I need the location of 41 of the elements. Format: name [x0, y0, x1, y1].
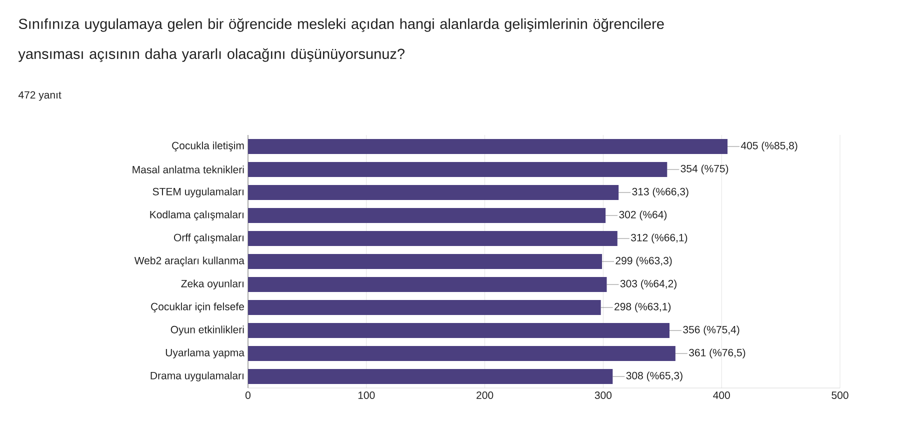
data-label: 312 (%66,1) [631, 234, 688, 244]
data-label: 302 (%64) [619, 210, 667, 220]
y-tick-label: Çocuklar için felsefe [151, 302, 244, 312]
bar [248, 323, 670, 338]
y-tick-label: Orff çalışmaları [174, 234, 244, 244]
chart-title: Sınıfınıza uygulamaya gelen bir öğrencide mesleki açıdan hangi alanlarda gelişimlerinin öğrencilere yansıması açısının daha yararlı olacağını düşünüyorsunuz? [18, 18, 664, 62]
data-label: 308 (%65,3) [626, 372, 682, 382]
bar [248, 185, 619, 200]
bar [248, 254, 602, 270]
y-tick-label: Kodlama çalışmaları [150, 210, 244, 220]
y-tick-label: STEM uygulamaları [152, 188, 244, 198]
bar [248, 300, 601, 316]
x-tick-label: 500 [832, 392, 848, 399]
bar [248, 277, 607, 292]
bar [248, 346, 676, 362]
bar [248, 231, 618, 246]
data-label: 303 (%64,2) [620, 280, 676, 290]
y-tick-label: Uyarlama yapma [166, 348, 244, 358]
y-tick-label: Çocukla iletişim [172, 142, 244, 152]
data-label: 313 (%66,3) [632, 188, 688, 198]
data-label: 405 (%85,8) [740, 142, 798, 152]
y-tick-label: Web2 araçları kullanma [134, 256, 244, 266]
bar [248, 139, 728, 154]
data-label: 299 (%63,3) [616, 256, 672, 266]
bar [248, 162, 668, 178]
x-tick-label: 300 [594, 392, 612, 399]
data-label: 356 (%75,4) [683, 326, 740, 336]
bar [248, 208, 606, 224]
bar [248, 369, 613, 384]
x-tick-label: 400 [713, 392, 730, 399]
text: 472 yanıt [18, 91, 62, 101]
y-tick-label: Drama uygulamaları [150, 372, 244, 382]
x-tick-label: 200 [476, 392, 494, 399]
y-tick-label: Oyun etkinlikleri [170, 326, 244, 336]
data-label: 298 (%63,1) [614, 302, 671, 312]
y-tick-label: Zeka oyunları [181, 280, 244, 290]
x-tick-label: 100 [358, 392, 375, 399]
y-tick-label: Masal anlatma teknikleri [132, 166, 244, 174]
data-label: 361 (%76,5) [689, 348, 746, 358]
data-label: 354 (%75) [680, 164, 728, 174]
x-tick-label: 0 [245, 392, 251, 399]
